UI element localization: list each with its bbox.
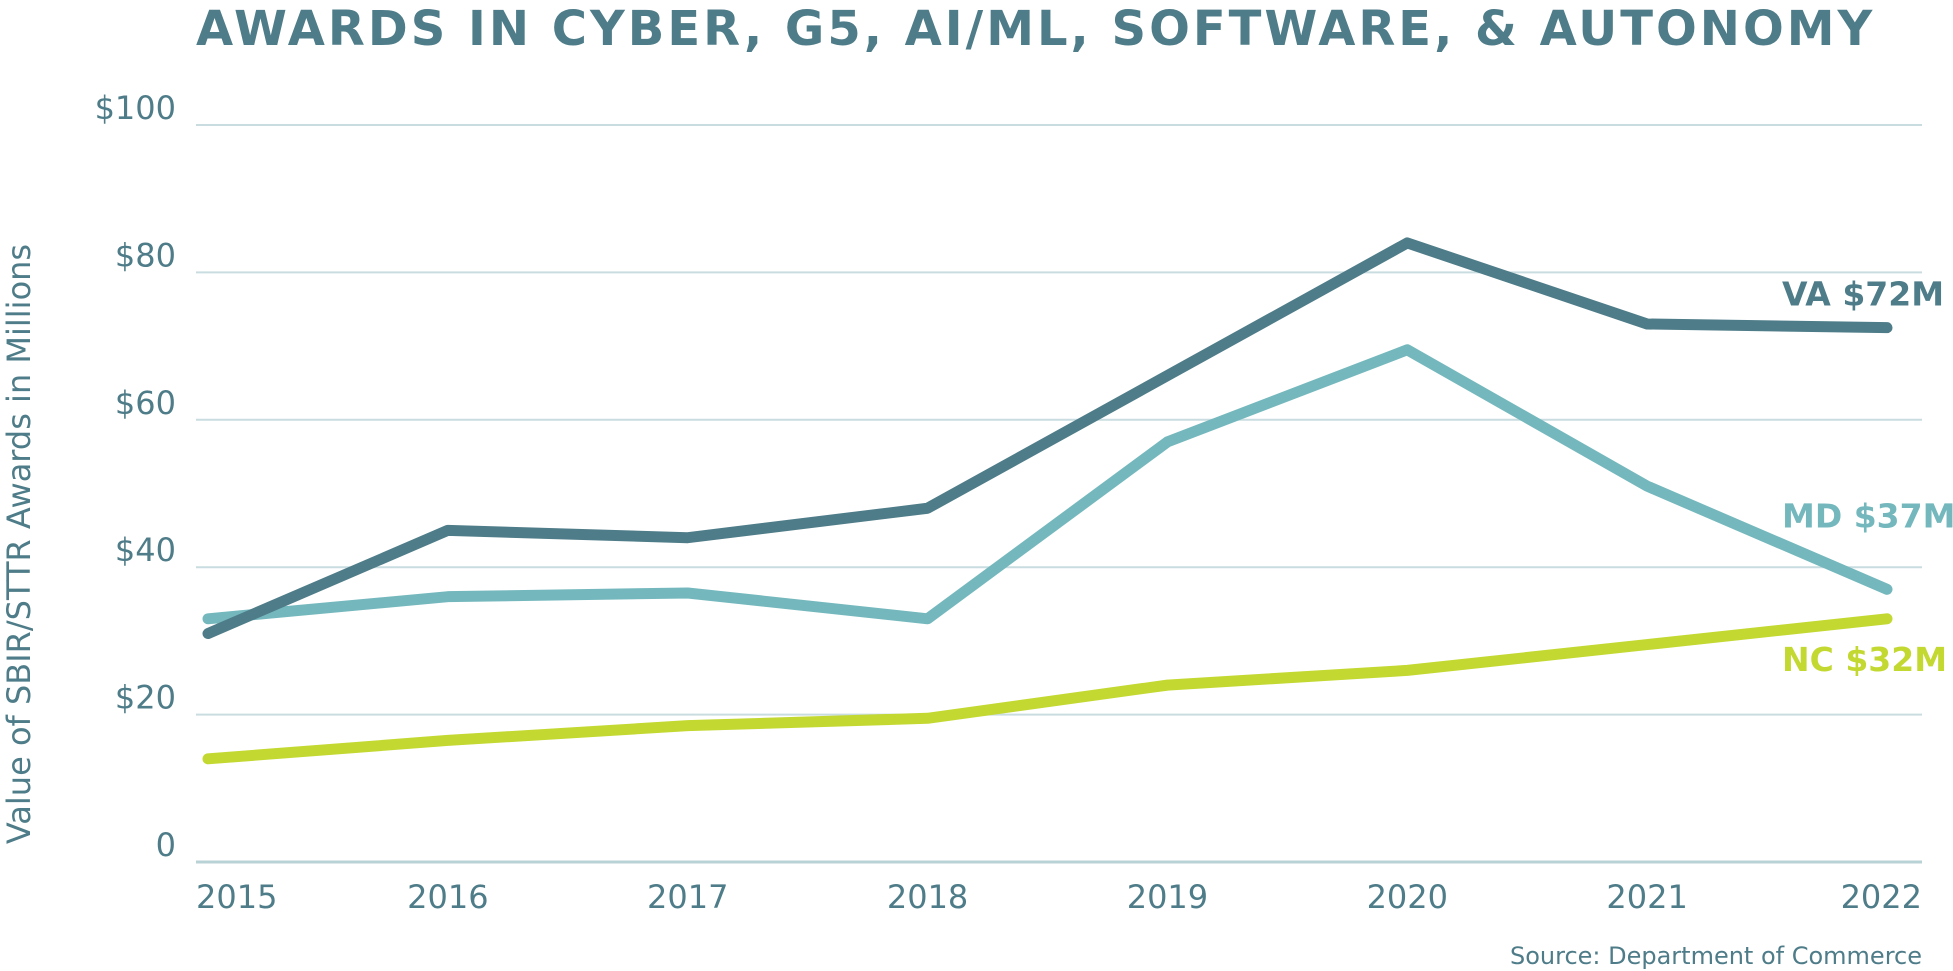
- y-axis-ticks: 0 $20 $40 $60 $80 $100: [95, 89, 176, 864]
- x-tick-label: 2018: [887, 878, 968, 916]
- x-tick-label: 2016: [407, 878, 488, 916]
- chart-title: AWARDS IN CYBER, G5, AI/ML, SOFTWARE, & …: [196, 1, 1875, 57]
- y-tick-label: $60: [115, 384, 176, 422]
- series-line-va: [202, 237, 1893, 640]
- series-end-label-nc: NC $32M: [1782, 640, 1947, 679]
- x-tick-label: 2015: [196, 878, 277, 916]
- y-tick-label: $100: [95, 89, 176, 127]
- series-end-label-va: VA $72M: [1782, 275, 1944, 314]
- x-tick-label: 2021: [1606, 878, 1687, 916]
- source-note: Source: Department of Commerce: [1510, 942, 1922, 970]
- x-tick-label: 2017: [647, 878, 728, 916]
- y-axis-label: Value of SBIR/STTR Awards in Millions: [0, 244, 38, 844]
- y-tick-label: 0: [156, 826, 176, 864]
- series-line-nc: [202, 613, 1893, 765]
- x-tick-label: 2020: [1367, 878, 1448, 916]
- series-end-label-md: MD $37M: [1782, 496, 1953, 535]
- series-end-labels: VA $72M MD $37M NC $32M: [1782, 275, 1953, 679]
- y-tick-label: $80: [115, 236, 176, 274]
- gridlines: [196, 124, 1922, 864]
- series-line-md: [202, 344, 1893, 625]
- x-axis-ticks: 2015 2016 2017 2018 2019 2020 2021 2022: [196, 878, 1922, 916]
- x-tick-label: 2022: [1841, 878, 1922, 916]
- y-tick-label: $20: [115, 679, 176, 717]
- x-tick-label: 2019: [1127, 878, 1208, 916]
- series-lines: [202, 237, 1893, 765]
- y-tick-label: $40: [115, 531, 176, 569]
